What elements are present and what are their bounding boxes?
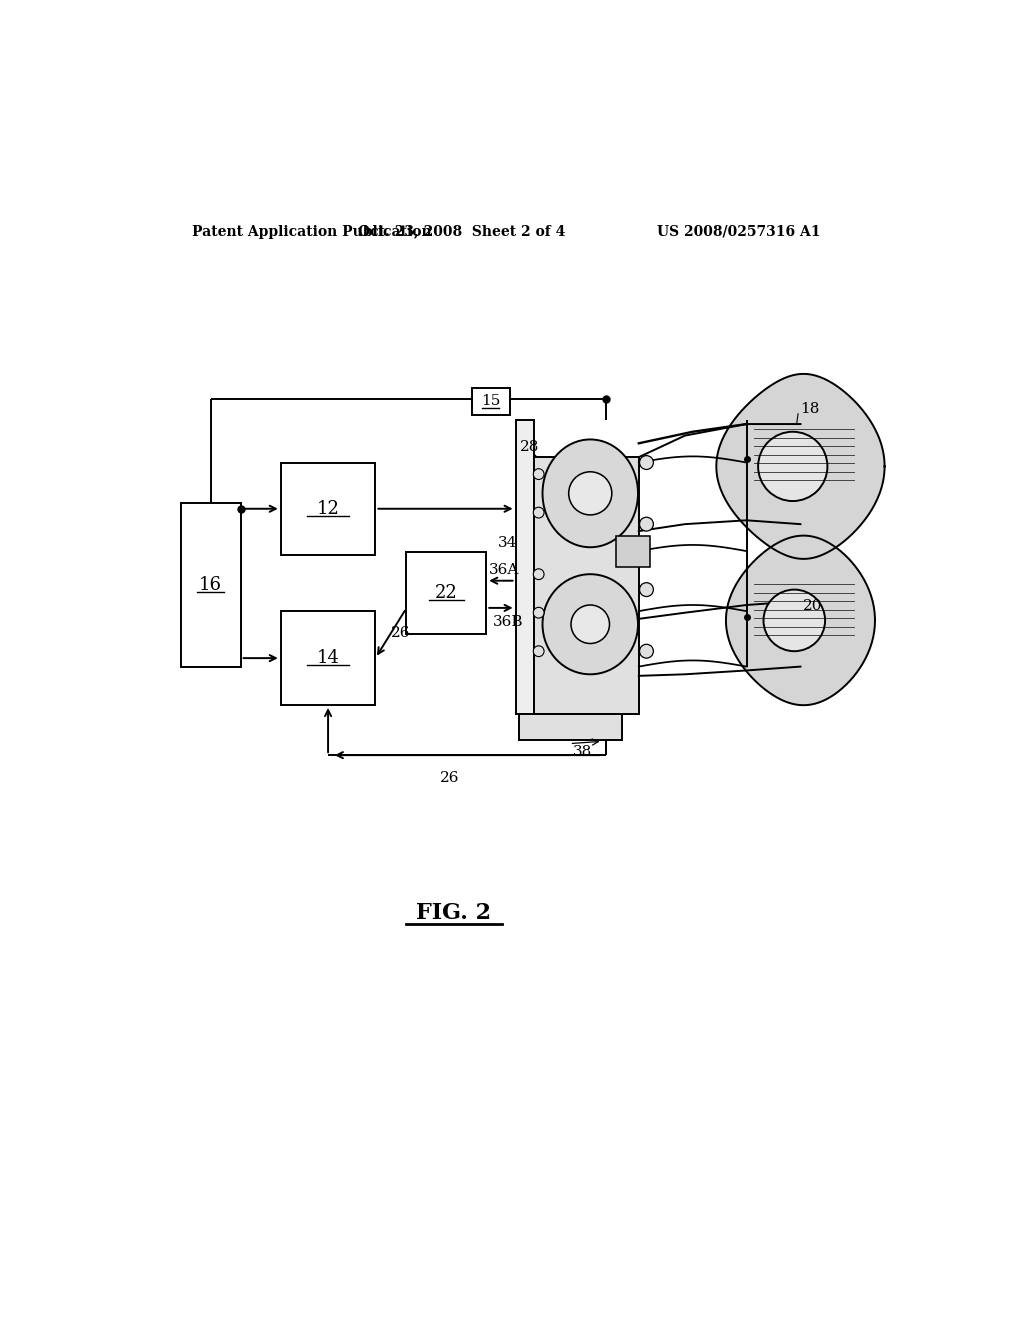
Bar [472, 388, 510, 414]
Circle shape [640, 517, 653, 531]
Text: 20: 20 [803, 599, 822, 612]
Text: 34: 34 [498, 536, 517, 550]
Text: 22: 22 [435, 583, 458, 602]
Bar [519, 714, 622, 739]
Polygon shape [717, 374, 885, 558]
Text: 36A: 36A [488, 564, 519, 577]
Circle shape [534, 507, 544, 517]
Bar [615, 536, 650, 566]
Bar [281, 462, 376, 554]
Bar [407, 552, 486, 635]
Bar [180, 503, 241, 667]
Bar [535, 457, 639, 714]
Text: 36B: 36B [493, 615, 523, 628]
Text: 18: 18 [801, 403, 820, 416]
Text: US 2008/0257316 A1: US 2008/0257316 A1 [657, 224, 820, 239]
Text: 26: 26 [390, 627, 410, 640]
Circle shape [534, 469, 544, 479]
Circle shape [534, 607, 544, 618]
Text: 16: 16 [199, 576, 222, 594]
Text: 26: 26 [440, 771, 460, 784]
Circle shape [640, 644, 653, 659]
Text: 12: 12 [316, 500, 340, 517]
Text: 38: 38 [573, 744, 593, 759]
Text: 14: 14 [316, 649, 340, 667]
Circle shape [640, 582, 653, 597]
Bar [515, 420, 535, 714]
Circle shape [758, 432, 827, 502]
Circle shape [640, 455, 653, 470]
Circle shape [534, 569, 544, 579]
Circle shape [571, 605, 609, 644]
Polygon shape [726, 536, 874, 705]
Text: Patent Application Publication: Patent Application Publication [193, 224, 432, 239]
Text: FIG. 2: FIG. 2 [417, 902, 492, 924]
Ellipse shape [543, 574, 638, 675]
Circle shape [764, 590, 825, 651]
Text: Oct. 23, 2008  Sheet 2 of 4: Oct. 23, 2008 Sheet 2 of 4 [358, 224, 565, 239]
Text: 15: 15 [481, 395, 501, 408]
Ellipse shape [543, 440, 638, 548]
Text: 28: 28 [520, 440, 540, 454]
Bar [281, 611, 376, 705]
Circle shape [568, 471, 611, 515]
Circle shape [534, 645, 544, 656]
